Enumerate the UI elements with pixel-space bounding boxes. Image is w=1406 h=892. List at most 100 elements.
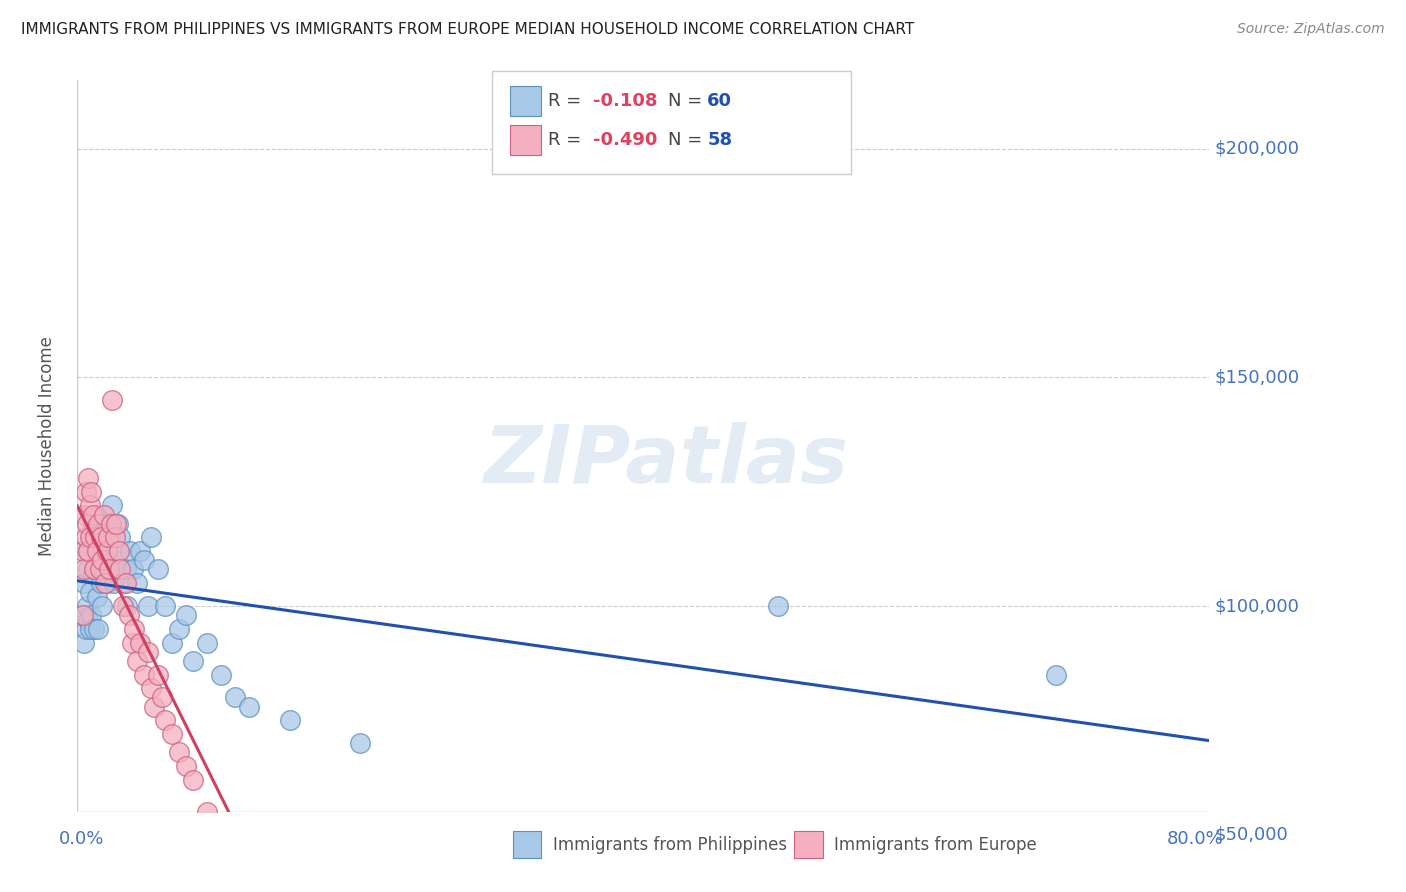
Point — [76, 599, 98, 613]
Point — [139, 530, 162, 544]
Point — [87, 516, 110, 531]
Point — [134, 553, 156, 567]
Text: $150,000: $150,000 — [1215, 368, 1301, 386]
Point — [76, 544, 98, 558]
Point — [82, 516, 104, 531]
Point — [134, 667, 156, 681]
Point — [195, 805, 218, 819]
Point — [117, 599, 139, 613]
Point — [129, 544, 152, 558]
Point — [79, 530, 101, 544]
Text: 80.0%: 80.0% — [1167, 830, 1223, 848]
Text: N =: N = — [668, 131, 707, 149]
Point — [224, 850, 246, 864]
Text: -0.108: -0.108 — [593, 92, 658, 110]
Point — [139, 681, 162, 696]
Text: ZIPatlas: ZIPatlas — [484, 422, 848, 500]
Point — [79, 622, 101, 636]
Point — [83, 622, 105, 636]
Point — [115, 576, 138, 591]
Point — [100, 516, 122, 531]
Point — [79, 585, 101, 599]
Point — [209, 667, 232, 681]
Point — [87, 622, 110, 636]
Point — [93, 562, 115, 576]
Point — [90, 576, 112, 591]
Point — [80, 608, 103, 623]
Text: R =: R = — [548, 131, 588, 149]
Point — [209, 828, 232, 842]
Text: $100,000: $100,000 — [1215, 597, 1299, 615]
Point — [1045, 667, 1067, 681]
Text: -0.490: -0.490 — [593, 131, 658, 149]
Point — [80, 530, 103, 544]
Text: IMMIGRANTS FROM PHILIPPINES VS IMMIGRANTS FROM EUROPE MEDIAN HOUSEHOLD INCOME CO: IMMIGRANTS FROM PHILIPPINES VS IMMIGRANT… — [21, 22, 914, 37]
Point — [91, 599, 114, 613]
Point — [73, 635, 96, 649]
Point — [349, 736, 371, 750]
Point — [75, 530, 97, 544]
Point — [112, 576, 135, 591]
Point — [72, 608, 94, 623]
Text: 58: 58 — [707, 131, 733, 149]
Text: 60: 60 — [707, 92, 733, 110]
Point — [97, 516, 120, 531]
Point — [160, 635, 183, 649]
Point — [76, 516, 98, 531]
Point — [181, 772, 204, 787]
Point — [129, 635, 152, 649]
Point — [77, 613, 100, 627]
Point — [146, 562, 169, 576]
Point — [252, 882, 274, 892]
Point — [167, 622, 190, 636]
Point — [160, 727, 183, 741]
Point — [84, 562, 107, 576]
Point — [108, 544, 131, 558]
Point — [110, 562, 132, 576]
Text: Source: ZipAtlas.com: Source: ZipAtlas.com — [1237, 22, 1385, 37]
Point — [150, 690, 173, 705]
Point — [84, 508, 107, 522]
Point — [84, 530, 107, 544]
Point — [77, 471, 100, 485]
Point — [174, 608, 197, 623]
Point — [80, 484, 103, 499]
Point — [127, 576, 149, 591]
Text: Immigrants from Philippines: Immigrants from Philippines — [553, 836, 787, 854]
Point — [91, 553, 114, 567]
Point — [136, 645, 159, 659]
Point — [153, 599, 176, 613]
Point — [110, 530, 132, 544]
Point — [89, 562, 111, 576]
Point — [94, 530, 117, 544]
Point — [120, 544, 142, 558]
Point — [103, 576, 125, 591]
Point — [766, 599, 789, 613]
Point — [118, 608, 141, 623]
Text: 0.0%: 0.0% — [59, 830, 104, 848]
Point — [101, 499, 124, 513]
Point — [181, 654, 204, 668]
Point — [100, 530, 122, 544]
Point — [105, 516, 128, 531]
Point — [98, 553, 121, 567]
Text: Immigrants from Europe: Immigrants from Europe — [834, 836, 1036, 854]
Point — [93, 508, 115, 522]
Point — [86, 544, 108, 558]
Text: R =: R = — [548, 92, 588, 110]
Text: $50,000: $50,000 — [1215, 826, 1288, 844]
Point — [174, 759, 197, 773]
Point — [94, 576, 117, 591]
Point — [124, 622, 146, 636]
Text: Median Household Income: Median Household Income — [38, 336, 56, 556]
Point — [146, 667, 169, 681]
Point — [73, 508, 96, 522]
Point — [90, 516, 112, 531]
Point — [278, 714, 301, 728]
Point — [87, 530, 110, 544]
Point — [167, 745, 190, 759]
Point — [96, 544, 118, 558]
Point — [101, 393, 124, 408]
Point — [104, 530, 127, 544]
Point — [77, 544, 100, 558]
